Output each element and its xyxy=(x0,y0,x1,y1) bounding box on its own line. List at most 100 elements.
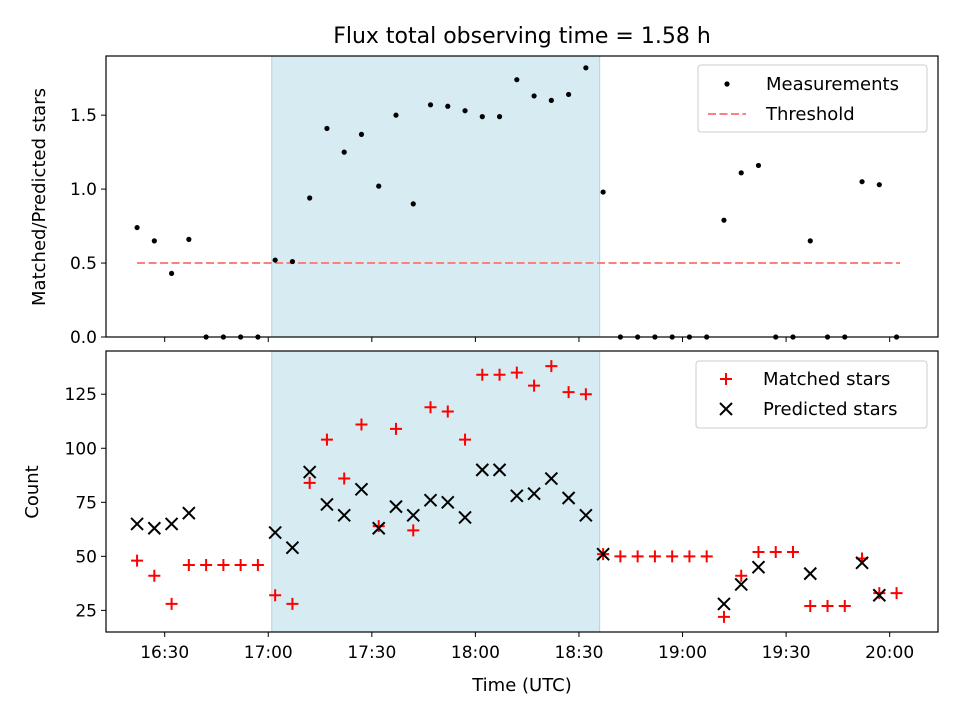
matched-star-point xyxy=(562,386,575,399)
predicted-star-point xyxy=(458,510,472,525)
predicted-star-point xyxy=(164,517,179,531)
matched-star-point xyxy=(303,476,316,489)
matched-star-point xyxy=(217,558,230,571)
predicted-star-point xyxy=(406,508,420,522)
predicted-star-point xyxy=(751,560,766,574)
matched-star-point xyxy=(269,589,282,602)
predicted-star-point xyxy=(510,489,524,503)
matched-star-point xyxy=(493,368,506,381)
predicted-star-point xyxy=(596,547,610,561)
matched-star-point xyxy=(804,600,817,613)
matched-star-point xyxy=(683,550,696,563)
bottom-legend-box xyxy=(695,360,928,429)
x-tick-label: 19:30 xyxy=(762,643,811,663)
matched-star-point xyxy=(787,546,800,559)
x-tick-label: 19:00 xyxy=(658,643,707,663)
x-tick-label: 17:30 xyxy=(347,643,396,663)
predicted-star-point xyxy=(872,588,887,602)
matched-star-point xyxy=(838,600,851,613)
matched-star-point xyxy=(338,472,351,485)
matched-star-point xyxy=(286,597,299,610)
predicted-star-point xyxy=(579,508,593,522)
matched-star-point xyxy=(165,597,178,610)
figure-title: Flux total observing time = 1.58 h xyxy=(333,24,711,49)
measurement-point xyxy=(341,149,347,155)
matched-star-point xyxy=(476,368,489,381)
measurement-point xyxy=(358,131,365,137)
legend-matched-stars-label: Matched stars xyxy=(763,369,890,390)
predicted-star-point xyxy=(734,577,748,592)
matched-star-point xyxy=(148,569,161,582)
x-tick-label: 18:30 xyxy=(554,643,603,663)
predicted-star-point xyxy=(354,482,369,497)
matched-star-point xyxy=(459,433,472,446)
measurement-point xyxy=(859,179,865,185)
measurement-point xyxy=(721,217,727,223)
measurement-point xyxy=(272,257,278,263)
measurement-point xyxy=(324,125,330,132)
predicted-star-point xyxy=(268,525,282,540)
measurement-point xyxy=(445,103,451,109)
matched-star-point xyxy=(717,610,730,623)
top-panel: 0.0 0.5 1.0 1.5 Matched/Predicted stars Mea… xyxy=(29,55,939,348)
legend-threshold-label: Threshold xyxy=(765,104,855,125)
matched-star-point xyxy=(890,587,903,600)
matched-star-point xyxy=(234,558,247,571)
top-plot-frame xyxy=(105,55,939,338)
predicted-star-point xyxy=(527,486,541,501)
bottom-plot-frame xyxy=(105,350,939,633)
matched-star-point xyxy=(735,569,748,582)
bottom-y-tick-label: 50 xyxy=(75,547,97,567)
matched-star-point xyxy=(873,587,886,600)
measurement-point xyxy=(583,65,589,71)
top-legend: Measurements Threshold xyxy=(697,64,928,133)
measurement-point xyxy=(807,238,813,244)
top-y-tick-label: 1.0 xyxy=(70,180,97,200)
legend-matched-stars-marker xyxy=(720,373,732,385)
predicted-star-point xyxy=(389,499,403,514)
matched-star-point xyxy=(614,550,627,563)
matched-star-point xyxy=(441,405,454,418)
matched-star-point xyxy=(182,558,195,571)
bottom-y-axis: 25 50 75 100 125 xyxy=(65,385,106,621)
measurement-point xyxy=(566,91,572,98)
bottom-y-tick-label: 100 xyxy=(65,439,97,459)
predicted-star-point xyxy=(855,556,869,570)
measurement-point xyxy=(755,162,762,169)
measurement-point xyxy=(738,170,744,176)
measurement-point xyxy=(600,189,606,195)
legend-measurements-marker xyxy=(724,81,730,87)
matched-star-point xyxy=(579,388,592,401)
matched-star-point xyxy=(251,558,264,571)
matched-star-point xyxy=(355,418,368,431)
measurement-point xyxy=(134,224,140,231)
x-tick-label: 16:30 xyxy=(140,643,189,663)
predicted-star-point xyxy=(182,506,196,520)
bottom-y-tick-label: 125 xyxy=(65,385,97,405)
bottom-panel: 25 50 75 100 125 16:30 17:00 17:30 18:00 18:30 19… xyxy=(22,350,939,696)
bottom-points-layer xyxy=(130,360,903,623)
measurement-point xyxy=(462,108,468,114)
legend-predicted-stars-label: Predicted stars xyxy=(763,399,897,420)
bottom-y-axis-label: Count xyxy=(22,465,43,518)
predicted-star-point xyxy=(544,471,559,486)
matched-star-point xyxy=(528,379,541,392)
x-tick-label: 20:00 xyxy=(865,643,914,663)
predicted-star-point xyxy=(561,491,576,505)
measurement-point xyxy=(393,112,399,118)
predicted-star-point xyxy=(130,517,144,531)
predicted-star-point xyxy=(492,463,507,477)
measurement-point xyxy=(186,236,192,242)
matched-star-point xyxy=(769,546,782,559)
matched-star-point xyxy=(631,550,644,563)
matched-star-point xyxy=(545,360,558,373)
matched-star-point xyxy=(389,422,402,435)
predicted-star-point xyxy=(320,497,334,512)
bottom-y-tick-label: 25 xyxy=(75,601,97,621)
predicted-star-point xyxy=(372,521,386,535)
matched-star-point xyxy=(666,550,679,563)
top-y-tick-label: 0.5 xyxy=(70,254,97,274)
matched-star-point xyxy=(372,520,385,533)
matched-star-point xyxy=(131,554,144,567)
bottom-y-tick-label: 75 xyxy=(75,493,97,513)
